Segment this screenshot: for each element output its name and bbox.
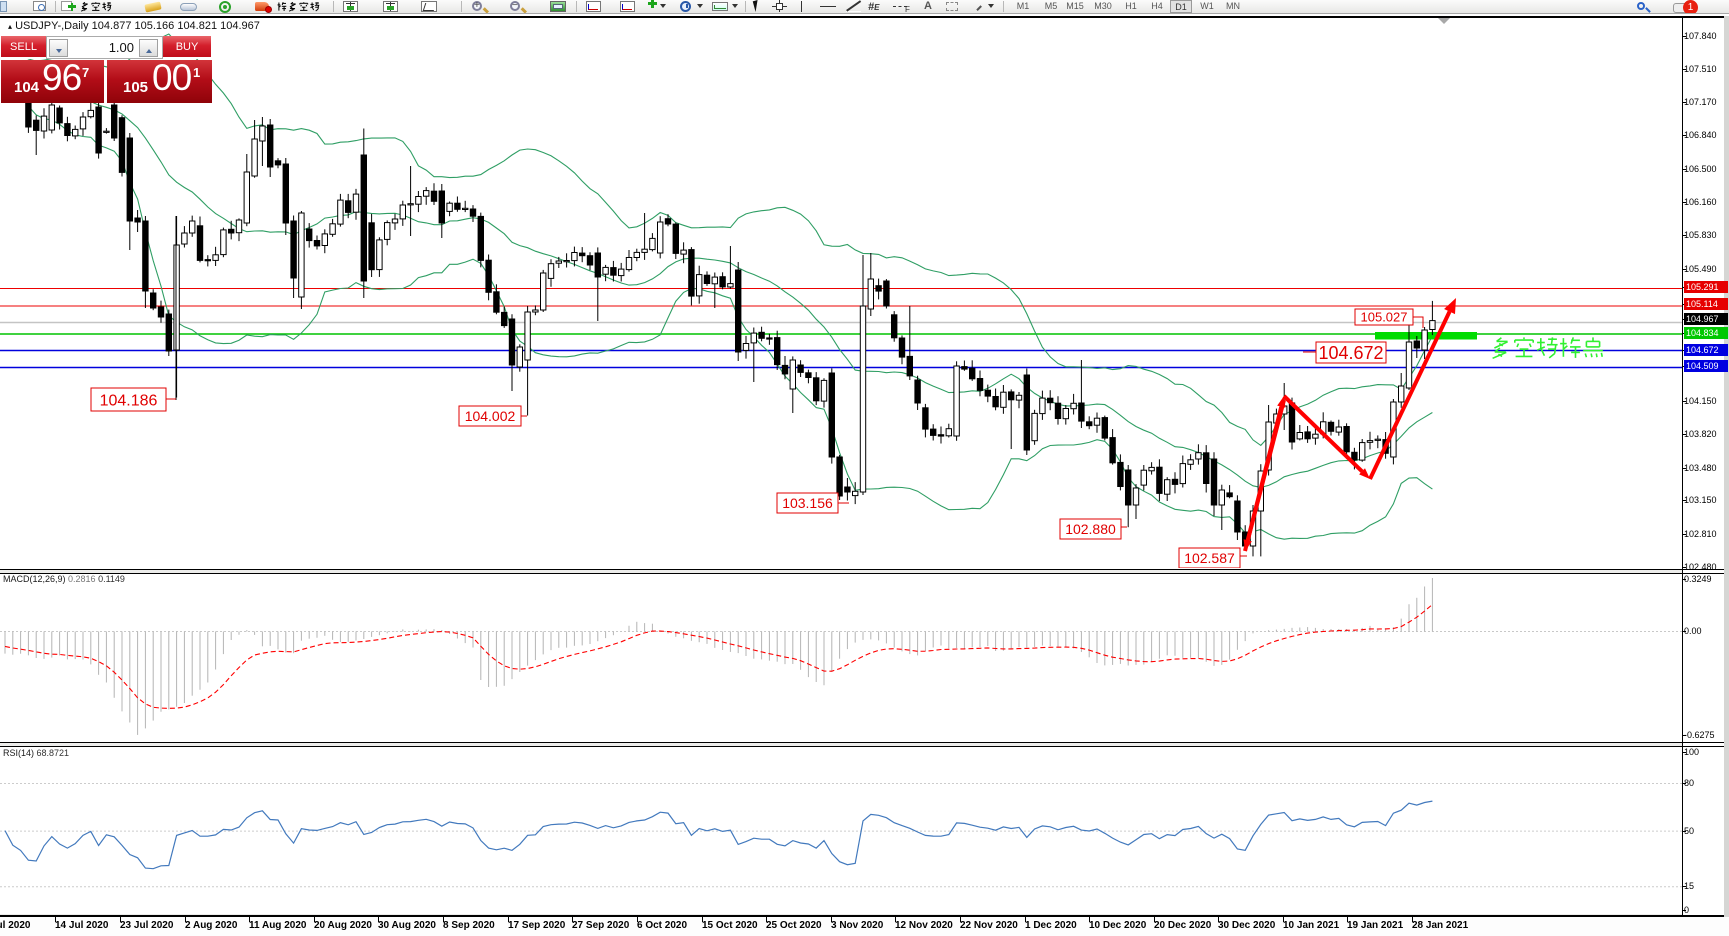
- svg-text:105.027: 105.027: [1361, 310, 1408, 325]
- svg-text:104.186: 104.186: [100, 392, 158, 409]
- svg-text:102.587: 102.587: [1184, 550, 1235, 566]
- svg-text:103.156: 103.156: [782, 495, 833, 511]
- svg-text:104.672: 104.672: [1318, 343, 1383, 363]
- svg-text:102.880: 102.880: [1065, 521, 1116, 537]
- svg-text:104.002: 104.002: [465, 408, 516, 424]
